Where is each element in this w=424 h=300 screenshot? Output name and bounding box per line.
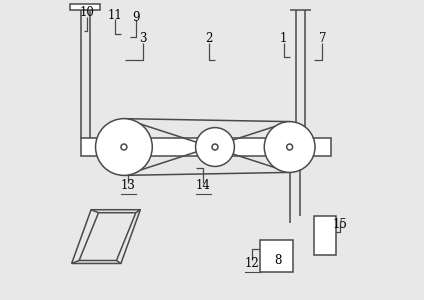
Circle shape (212, 144, 218, 150)
Bar (313, 216, 336, 254)
Text: 2: 2 (205, 32, 213, 44)
Text: 9: 9 (132, 11, 139, 24)
Text: 11: 11 (108, 8, 123, 22)
Text: 15: 15 (333, 218, 348, 231)
Text: 10: 10 (80, 6, 95, 19)
Circle shape (195, 128, 234, 167)
Circle shape (95, 118, 152, 176)
Circle shape (264, 122, 315, 172)
Text: 7: 7 (319, 32, 326, 44)
Text: 3: 3 (139, 32, 147, 44)
Text: 13: 13 (121, 179, 136, 192)
Text: 14: 14 (195, 179, 210, 192)
Circle shape (287, 144, 293, 150)
Bar (260, 240, 293, 272)
Text: 1: 1 (280, 32, 287, 44)
Circle shape (121, 144, 127, 150)
Bar (81, 138, 332, 156)
Bar (70, 4, 100, 10)
Text: 8: 8 (274, 254, 282, 267)
Text: 12: 12 (245, 257, 259, 270)
